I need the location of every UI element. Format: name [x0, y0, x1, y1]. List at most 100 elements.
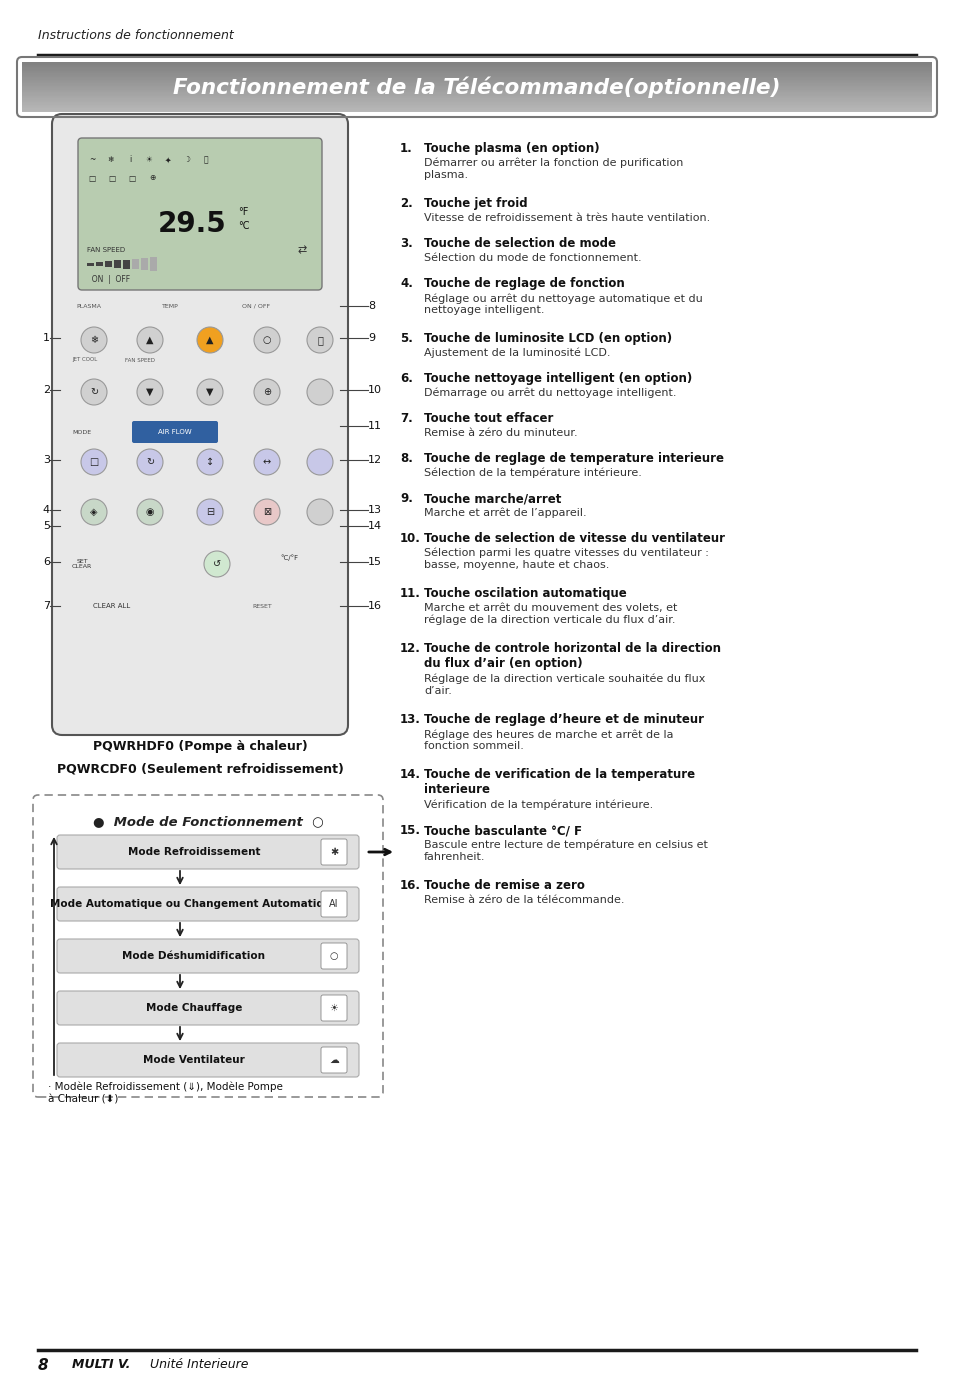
- Text: PQWRCDF0 (Seulement refroidissement): PQWRCDF0 (Seulement refroidissement): [56, 762, 343, 776]
- Text: Vitesse de refroidissement à très haute ventilation.: Vitesse de refroidissement à très haute …: [423, 213, 709, 223]
- Bar: [123, 259, 130, 269]
- Text: Mode Chauffage: Mode Chauffage: [146, 1002, 242, 1014]
- Text: Touche de verification de la temperature
interieure: Touche de verification de la temperature…: [423, 769, 695, 797]
- Text: 15: 15: [368, 557, 381, 567]
- Text: Vérification de la température intérieure.: Vérification de la température intérieur…: [423, 799, 653, 811]
- Text: ⊕: ⊕: [263, 386, 271, 398]
- Text: ↻: ↻: [90, 386, 98, 398]
- Text: ↻: ↻: [146, 456, 153, 468]
- Text: TEMP: TEMP: [162, 304, 178, 308]
- Text: AI: AI: [329, 899, 338, 909]
- Bar: [96, 262, 103, 266]
- Text: ⧧: ⧧: [204, 155, 208, 165]
- Text: 11.: 11.: [399, 587, 420, 601]
- Text: 3.: 3.: [399, 237, 413, 251]
- Text: Touche de reglage de temperature interieure: Touche de reglage de temperature interie…: [423, 452, 723, 465]
- Circle shape: [137, 328, 163, 353]
- Text: □: □: [109, 174, 115, 182]
- Bar: [141, 258, 148, 270]
- Text: ○: ○: [330, 951, 338, 960]
- Circle shape: [253, 328, 280, 353]
- Text: 10: 10: [368, 385, 381, 395]
- Text: Unité Interieure: Unité Interieure: [150, 1358, 248, 1371]
- Text: ⊠: ⊠: [263, 507, 271, 517]
- FancyBboxPatch shape: [57, 939, 358, 973]
- Text: 14: 14: [368, 521, 382, 531]
- Circle shape: [196, 449, 223, 475]
- Text: ✦: ✦: [165, 155, 171, 165]
- Text: Touche marche/arret: Touche marche/arret: [423, 491, 560, 505]
- Text: Marche et arrêt de l’appareil.: Marche et arrêt de l’appareil.: [423, 508, 586, 518]
- Text: Ajustement de la luminosité LCD.: Ajustement de la luminosité LCD.: [423, 349, 610, 358]
- Circle shape: [204, 552, 230, 577]
- Text: FAN SPEED: FAN SPEED: [125, 357, 154, 363]
- Circle shape: [81, 498, 107, 525]
- Text: Réglage de la direction verticale souhaitée du flux
d’air.: Réglage de la direction verticale souhai…: [423, 673, 704, 696]
- Text: ~: ~: [89, 155, 95, 165]
- Text: Mode Déshumidification: Mode Déshumidification: [122, 951, 265, 960]
- Text: Réglage ou arrêt du nettoyage automatique et du
nettoyage intelligent.: Réglage ou arrêt du nettoyage automatiqu…: [423, 293, 702, 315]
- FancyBboxPatch shape: [57, 991, 358, 1025]
- FancyBboxPatch shape: [57, 834, 358, 869]
- Text: · Modèle Refroidissement (⇓), Modèle Pompe
à Chaleur (⬇): · Modèle Refroidissement (⇓), Modèle Pom…: [48, 1082, 283, 1105]
- Circle shape: [81, 328, 107, 353]
- Text: ON  |  OFF: ON | OFF: [87, 274, 130, 284]
- Text: ●  Mode de Fonctionnement  ○: ● Mode de Fonctionnement ○: [92, 815, 323, 829]
- Text: Démarrage ou arrêt du nettoyage intelligent.: Démarrage ou arrêt du nettoyage intellig…: [423, 388, 676, 399]
- Text: ▼: ▼: [146, 386, 153, 398]
- Text: Démarrer ou arrêter la fonction de purification
plasma.: Démarrer ou arrêter la fonction de purif…: [423, 158, 682, 181]
- Text: ◈: ◈: [91, 507, 97, 517]
- Text: 8.: 8.: [399, 452, 413, 465]
- Text: ↺: ↺: [213, 559, 221, 568]
- Circle shape: [81, 379, 107, 405]
- Circle shape: [307, 328, 333, 353]
- Text: ON / OFF: ON / OFF: [242, 304, 270, 308]
- Circle shape: [137, 379, 163, 405]
- FancyBboxPatch shape: [320, 1047, 347, 1072]
- Text: MODE: MODE: [71, 430, 91, 434]
- Text: ⊕: ⊕: [149, 174, 155, 182]
- FancyBboxPatch shape: [57, 1043, 358, 1077]
- Text: 29.5: 29.5: [157, 210, 226, 238]
- Text: ⭘: ⭘: [316, 335, 323, 344]
- Text: 16.: 16.: [399, 879, 420, 892]
- FancyBboxPatch shape: [57, 888, 358, 921]
- Text: Instructions de fonctionnement: Instructions de fonctionnement: [38, 29, 233, 42]
- Text: 10.: 10.: [399, 532, 420, 545]
- Text: Remise à zéro du minuteur.: Remise à zéro du minuteur.: [423, 428, 577, 438]
- FancyBboxPatch shape: [320, 839, 347, 865]
- Text: CLEAR ALL: CLEAR ALL: [93, 603, 131, 609]
- Text: 14.: 14.: [399, 769, 420, 781]
- Text: °C/°F: °C/°F: [280, 554, 297, 561]
- Text: ⇄: ⇄: [297, 245, 307, 255]
- Bar: [87, 263, 94, 266]
- Text: 8: 8: [368, 301, 375, 311]
- Text: 6: 6: [43, 557, 50, 567]
- Bar: [150, 258, 157, 270]
- Text: Bascule entre lecture de température en celsius et
fahrenheit.: Bascule entre lecture de température en …: [423, 840, 707, 862]
- Text: Mode Automatique ou Changement Automatique: Mode Automatique ou Changement Automatiq…: [50, 899, 337, 909]
- Text: Mode Ventilateur: Mode Ventilateur: [143, 1056, 245, 1065]
- Text: 16: 16: [368, 601, 381, 610]
- Text: ☽: ☽: [183, 155, 191, 165]
- Text: Touche tout effacer: Touche tout effacer: [423, 412, 553, 426]
- Text: 13: 13: [368, 505, 381, 515]
- Bar: [105, 260, 112, 267]
- Circle shape: [253, 379, 280, 405]
- Text: Sélection parmi les quatre vitesses du ventilateur :
basse, moyenne, haute et ch: Sélection parmi les quatre vitesses du v…: [423, 547, 708, 570]
- Text: Touche de reglage de fonction: Touche de reglage de fonction: [423, 277, 624, 290]
- FancyBboxPatch shape: [320, 890, 347, 917]
- Circle shape: [307, 379, 333, 405]
- Text: 2: 2: [43, 385, 50, 395]
- Text: °C: °C: [237, 221, 250, 231]
- Text: PQWRHDF0 (Pompe à chaleur): PQWRHDF0 (Pompe à chaleur): [92, 741, 307, 753]
- Text: RESET: RESET: [252, 603, 272, 609]
- Text: i: i: [129, 155, 131, 165]
- Text: 1.: 1.: [399, 141, 413, 155]
- Text: ○: ○: [262, 335, 271, 344]
- Text: 6.: 6.: [399, 372, 413, 385]
- Text: Touche de selection de vitesse du ventilateur: Touche de selection de vitesse du ventil…: [423, 532, 724, 545]
- Text: ✱: ✱: [330, 847, 337, 857]
- Text: 11: 11: [368, 421, 381, 431]
- Circle shape: [196, 379, 223, 405]
